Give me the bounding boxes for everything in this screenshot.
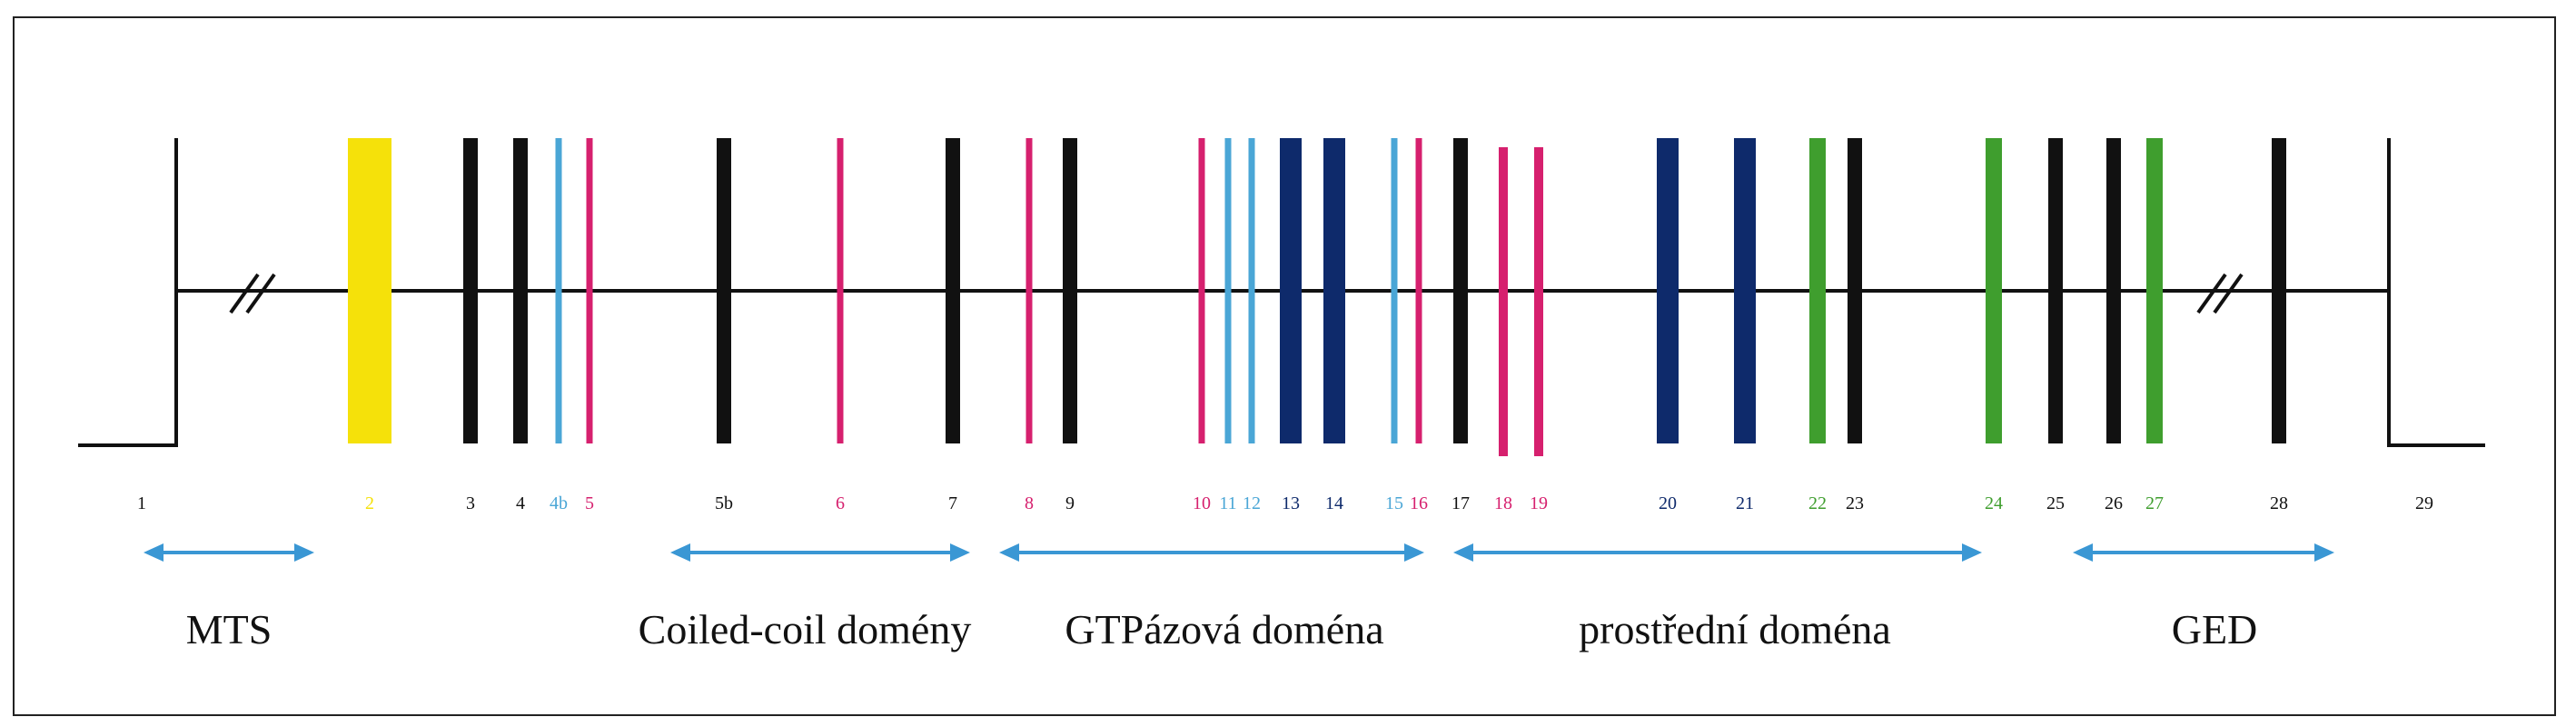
region-mts-label: MTS <box>186 606 272 652</box>
exon-12-bar <box>1248 138 1255 443</box>
exon-17-label: 17 <box>1451 493 1470 513</box>
exon-4-bar <box>513 138 528 443</box>
region-ged-label: GED <box>2172 606 2258 652</box>
exon-24-bar <box>1986 138 2002 443</box>
diagram-frame: 1 2 3 4 4b 5 5b 6 7 8 9 10 11 12 13 14 15 16 17 18 19 20 21 22 2… <box>13 16 2556 716</box>
exon-21-bar <box>1734 138 1756 443</box>
region-prost-edn-dom-na-arrowhead-left <box>1453 543 1473 562</box>
exon-26-bar <box>2106 138 2121 443</box>
exon-2-label: 2 <box>365 493 374 513</box>
region-ged-arrowhead-right <box>2314 543 2334 562</box>
exon-11-bar <box>1224 138 1232 443</box>
exon-22-bar <box>1809 138 1826 443</box>
exon-21-label: 21 <box>1736 493 1754 513</box>
exon-12-label: 12 <box>1243 493 1261 513</box>
exon-1-label: 1 <box>137 493 146 513</box>
exon-22-label: 22 <box>1808 493 1827 513</box>
exon-13-label: 13 <box>1282 493 1300 513</box>
exon-15-bar <box>1391 138 1398 443</box>
exon-19-bar <box>1534 147 1543 456</box>
exon-23-bar <box>1848 138 1862 443</box>
exon-17-bar <box>1453 138 1468 443</box>
exon-18-label: 18 <box>1494 493 1512 513</box>
exon-5-bar <box>586 138 593 443</box>
exon-29-label: 29 <box>2415 493 2433 513</box>
exon-10-label: 10 <box>1193 493 1211 513</box>
exon-2-bar <box>348 138 391 443</box>
gene-exon-diagram: 1 2 3 4 4b 5 5b 6 7 8 9 10 11 12 13 14 15 16 17 18 19 20 21 22 2… <box>78 138 2485 652</box>
exon-16-label: 16 <box>1410 493 1428 513</box>
exon-25-label: 25 <box>2046 493 2065 513</box>
left-break-mark <box>229 273 260 314</box>
right-boundary-line <box>2387 138 2485 447</box>
left-boundary-line <box>78 138 178 447</box>
exon-28-label: 28 <box>2270 493 2288 513</box>
exon-7-bar <box>946 138 960 443</box>
right-break-mark <box>2196 273 2227 314</box>
exon-26-label: 26 <box>2105 493 2123 513</box>
exon-3-label: 3 <box>466 493 475 513</box>
exon-4b-bar <box>555 138 562 443</box>
exon-27-bar <box>2146 138 2163 443</box>
region-layer: MTS Coiled-coil domény GTPázová doména pros… <box>144 543 2334 652</box>
right-break-mark <box>2213 273 2244 314</box>
exon-18-bar <box>1499 147 1508 456</box>
exon-13-bar <box>1280 138 1302 443</box>
exon-11-label: 11 <box>1219 493 1236 513</box>
region-ged-arrowhead-left <box>2073 543 2093 562</box>
exon-4-label: 4 <box>516 493 525 513</box>
exon-9-label: 9 <box>1065 493 1075 513</box>
exon-8-bar <box>1025 138 1033 443</box>
region-gtp-zov-dom-na-arrowhead-right <box>1404 543 1424 562</box>
exon-8-label: 8 <box>1025 493 1034 513</box>
exon-15-label: 15 <box>1385 493 1403 513</box>
region-coiled-coil-dom-ny-arrowhead-right <box>950 543 970 562</box>
exon-9-bar <box>1063 138 1077 443</box>
region-mts-arrowhead-left <box>144 543 163 562</box>
exon-25-bar <box>2048 138 2063 443</box>
exon-23-label: 23 <box>1846 493 1864 513</box>
exon-20-label: 20 <box>1659 493 1677 513</box>
exon-6-bar <box>837 138 844 443</box>
region-coiled-coil-dom-ny-label: Coiled-coil domény <box>639 606 972 652</box>
exon-14-bar <box>1323 138 1345 443</box>
exon-16-bar <box>1415 138 1422 443</box>
exon-6-label: 6 <box>836 493 845 513</box>
exon-4b-label: 4b <box>550 493 568 513</box>
exon-14-label: 14 <box>1325 493 1343 513</box>
region-mts-arrowhead-right <box>294 543 314 562</box>
exon-20-bar <box>1657 138 1679 443</box>
exon-5b-bar <box>717 138 731 443</box>
region-gtp-zov-dom-na-label: GTPázová doména <box>1065 606 1383 652</box>
region-coiled-coil-dom-ny-arrowhead-left <box>670 543 690 562</box>
region-gtp-zov-dom-na-arrowhead-left <box>999 543 1019 562</box>
exon-layer <box>348 138 2286 456</box>
exon-10-bar <box>1198 138 1205 443</box>
exon-27-label: 27 <box>2145 493 2164 513</box>
region-prost-edn-dom-na-arrowhead-right <box>1962 543 1982 562</box>
region-prost-edn-dom-na-label: prostřední doména <box>1579 606 1891 652</box>
exon-3-bar <box>463 138 478 443</box>
exon-19-label: 19 <box>1530 493 1548 513</box>
exon-5-label: 5 <box>585 493 594 513</box>
exon-7-label: 7 <box>948 493 957 513</box>
exon-label-layer: 1 2 3 4 4b 5 5b 6 7 8 9 10 11 12 13 14 15 16 17 18 19 20 21 22 2… <box>137 493 2433 513</box>
exon-5b-label: 5b <box>715 493 733 513</box>
left-break-mark <box>245 273 276 314</box>
exon-24-label: 24 <box>1985 493 2003 513</box>
exon-28-bar <box>2272 138 2286 443</box>
